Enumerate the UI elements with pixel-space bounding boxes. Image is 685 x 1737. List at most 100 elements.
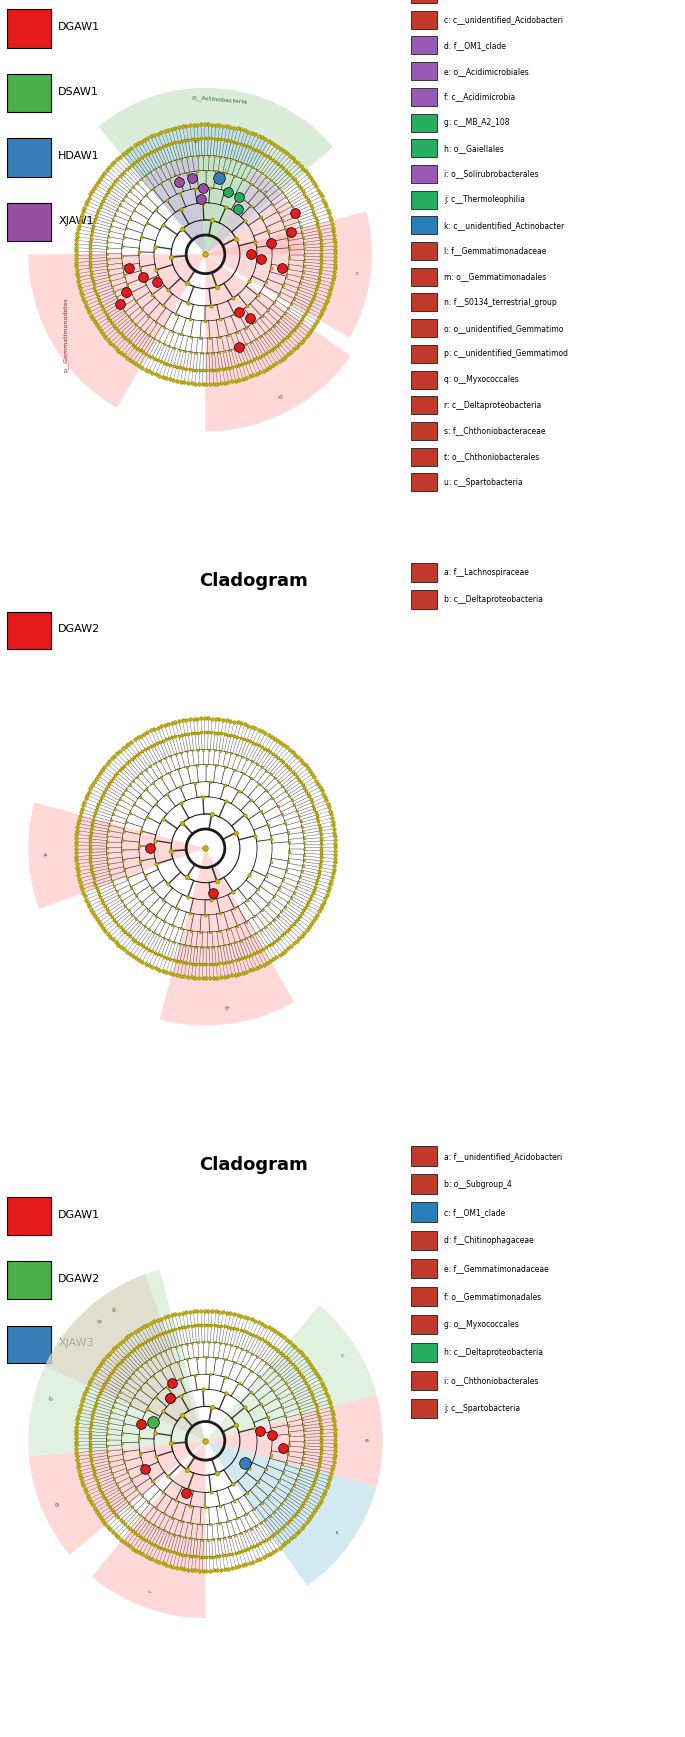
Text: XJAW1: XJAW1 [58, 215, 94, 226]
Bar [411, 396, 437, 415]
Text: f: f [335, 1530, 340, 1536]
Bar [411, 589, 437, 608]
Text: m: o__Gemmatimonadales: m: o__Gemmatimonadales [444, 273, 546, 281]
Text: DSAW1: DSAW1 [58, 87, 99, 97]
Bar [411, 89, 437, 106]
Text: d: d [95, 1318, 101, 1324]
Bar [411, 1146, 437, 1166]
Bar [411, 241, 437, 261]
Text: e: f__Gemmatimonadaceae: e: f__Gemmatimonadaceae [444, 1265, 549, 1273]
Text: b: o__Subgroup_4: b: o__Subgroup_4 [444, 1179, 512, 1188]
Wedge shape [206, 1440, 377, 1586]
Text: b: b [47, 1397, 53, 1402]
Text: c: c__unidentified_Acidobacteri: c: c__unidentified_Acidobacteri [444, 16, 563, 24]
Text: g: c__MB_A2_108: g: c__MB_A2_108 [444, 118, 510, 127]
Text: b: b [278, 394, 284, 400]
Wedge shape [206, 212, 372, 337]
Bar [411, 1202, 437, 1223]
Bar [411, 0, 437, 3]
Text: c: f__OM1_clade: c: f__OM1_clade [444, 1207, 505, 1218]
Text: q: o__Myxococcales: q: o__Myxococcales [444, 375, 519, 384]
Bar [411, 1230, 437, 1251]
Bar [411, 1343, 437, 1362]
Bar [411, 113, 437, 132]
Bar [411, 10, 437, 30]
Bar [7, 203, 51, 241]
Bar [7, 75, 51, 113]
Text: DGAW2: DGAW2 [58, 1273, 101, 1284]
Bar [411, 36, 437, 54]
Text: i: i [171, 172, 175, 177]
Text: c: c [355, 271, 359, 276]
Text: k: c__unidentified_Actinobacter: k: c__unidentified_Actinobacter [444, 221, 564, 229]
Text: l: f__Gemmatimonadaceae: l: f__Gemmatimonadaceae [444, 247, 546, 255]
Text: q: q [225, 1006, 231, 1011]
Wedge shape [28, 802, 206, 908]
Text: DGAW1: DGAW1 [58, 1209, 100, 1219]
Text: e: e [285, 226, 290, 233]
Bar [7, 9, 51, 47]
Text: XJAW3: XJAW3 [58, 1337, 94, 1348]
Text: s: f__Chthoniobacteraceae: s: f__Chthoniobacteraceae [444, 427, 545, 436]
Bar [411, 191, 437, 208]
Wedge shape [99, 89, 333, 254]
Bar [411, 1315, 437, 1334]
Wedge shape [123, 125, 270, 254]
Text: f: c__Acidimicrobia: f: c__Acidimicrobia [444, 92, 515, 101]
Text: Cladogram: Cladogram [199, 1157, 308, 1174]
Text: b: c__Deltaproteobacteria: b: c__Deltaproteobacteria [444, 594, 543, 604]
Text: DGAW2: DGAW2 [58, 624, 101, 634]
Text: u: c__Spartobacteria: u: c__Spartobacteria [444, 478, 523, 486]
Wedge shape [197, 158, 254, 254]
Wedge shape [45, 1275, 206, 1440]
Text: d: f__Chitinophagaceae: d: f__Chitinophagaceae [444, 1235, 534, 1245]
Bar [411, 1287, 437, 1306]
Text: l: l [223, 168, 226, 174]
Text: q: q [110, 1306, 116, 1311]
Bar [411, 320, 437, 337]
Text: a: f__Lachnospiraceae: a: f__Lachnospiraceae [444, 568, 529, 577]
Text: j: c__Thermoleophilia: j: c__Thermoleophilia [444, 195, 525, 205]
Text: p: c__unidentified_Gemmatimod: p: c__unidentified_Gemmatimod [444, 349, 568, 358]
Text: o: o__unidentified_Gemmatimo: o: o__unidentified_Gemmatimo [444, 323, 563, 334]
Bar [411, 63, 437, 80]
Text: HDAW1: HDAW1 [58, 151, 100, 162]
Text: h: c__Deltaproteobacteria: h: c__Deltaproteobacteria [444, 1348, 543, 1357]
Bar [411, 448, 437, 466]
Bar [7, 611, 51, 648]
Wedge shape [206, 1304, 377, 1440]
Wedge shape [206, 198, 302, 254]
Bar [411, 346, 437, 363]
Text: a: f__unidentified_Acidobacteri: a: f__unidentified_Acidobacteri [444, 1152, 562, 1160]
Bar [411, 139, 437, 158]
Text: k: k [194, 139, 197, 144]
Bar [411, 563, 437, 582]
Wedge shape [206, 170, 285, 254]
Text: g: g [54, 1501, 60, 1506]
Bar [7, 1261, 51, 1299]
Bar [411, 1259, 437, 1278]
Bar [411, 165, 437, 182]
Wedge shape [92, 1440, 206, 1617]
Wedge shape [29, 1440, 206, 1555]
Wedge shape [206, 254, 351, 431]
Text: p__Gemmatimonadetes: p__Gemmatimonadetes [63, 297, 69, 372]
Bar [411, 1174, 437, 1193]
Text: e: e [364, 1438, 369, 1443]
Wedge shape [143, 158, 206, 254]
Bar [411, 422, 437, 439]
Bar [7, 1325, 51, 1364]
Bar [7, 139, 51, 177]
Text: p__Actinobacteria: p__Actinobacteria [191, 94, 247, 104]
Bar [411, 370, 437, 389]
Wedge shape [160, 848, 294, 1025]
Bar [411, 1370, 437, 1390]
Text: i: i [148, 1591, 153, 1595]
Text: f: o__Gemmatimonadales: f: o__Gemmatimonadales [444, 1292, 541, 1301]
Bar [411, 1398, 437, 1417]
Text: f: f [262, 189, 266, 195]
Text: Cladogram: Cladogram [199, 571, 308, 591]
Text: g: o__Myxococcales: g: o__Myxococcales [444, 1320, 519, 1329]
Text: e: o__Acidimicrobiales: e: o__Acidimicrobiales [444, 66, 529, 76]
Wedge shape [206, 1395, 383, 1487]
